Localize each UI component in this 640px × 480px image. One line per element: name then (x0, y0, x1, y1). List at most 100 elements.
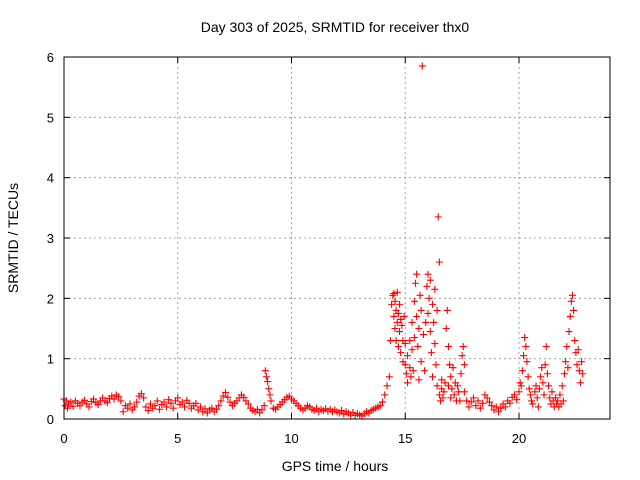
data-point (165, 396, 173, 404)
data-point (398, 321, 406, 329)
data-point (433, 306, 441, 314)
y-tick-label: 6 (47, 50, 54, 65)
data-point (94, 401, 102, 409)
data-point (402, 370, 410, 378)
data-point (240, 393, 248, 401)
x-axis-label: GPS time / hours (282, 458, 389, 474)
y-tick-label: 0 (47, 412, 54, 427)
data-point (151, 402, 159, 410)
data-point (454, 382, 462, 390)
data-point (413, 270, 421, 278)
data-point (548, 388, 556, 396)
data-point (467, 398, 475, 406)
data-point (392, 337, 400, 345)
data-point (185, 399, 193, 407)
data-point (578, 358, 586, 366)
data-point (540, 391, 548, 399)
data-point (424, 270, 432, 278)
data-point (222, 388, 230, 396)
data-point (538, 364, 546, 372)
data-point (253, 405, 261, 413)
data-point (430, 318, 438, 326)
data-point (434, 213, 442, 221)
data-points (60, 62, 587, 420)
data-point (457, 370, 465, 378)
data-point (441, 379, 449, 387)
data-point (458, 352, 466, 360)
data-point (474, 397, 482, 405)
data-point (444, 382, 452, 390)
data-point (226, 398, 234, 406)
data-point (568, 291, 576, 299)
data-point (533, 394, 541, 402)
data-point (192, 399, 200, 407)
data-point (419, 331, 427, 339)
data-point (146, 400, 154, 408)
data-point (531, 388, 539, 396)
data-point (397, 349, 405, 357)
data-point (404, 352, 412, 360)
data-point (472, 402, 480, 410)
data-point (542, 343, 550, 351)
data-point (133, 398, 141, 406)
data-point (559, 397, 567, 405)
data-point (563, 343, 571, 351)
data-point (523, 358, 531, 366)
data-point (460, 361, 468, 369)
data-point (167, 399, 175, 407)
data-point (267, 397, 275, 405)
data-point (443, 306, 451, 314)
data-point (174, 394, 182, 402)
data-point (103, 399, 111, 407)
data-point (140, 394, 148, 402)
data-point (80, 396, 88, 404)
data-point (447, 394, 455, 402)
data-point (465, 403, 473, 411)
data-point (338, 407, 346, 415)
data-point (438, 376, 446, 384)
data-point (208, 404, 216, 412)
data-point (389, 291, 397, 299)
data-point (390, 290, 398, 298)
data-point (483, 394, 491, 402)
data-point (561, 370, 568, 378)
data-point (431, 340, 439, 348)
data-point (446, 361, 454, 369)
data-point (408, 346, 416, 354)
data-point (442, 325, 450, 332)
data-point (409, 367, 417, 375)
data-point (394, 343, 402, 351)
y-tick-label: 1 (47, 352, 54, 367)
data-point (178, 398, 186, 406)
x-tick-label: 10 (284, 431, 298, 446)
data-point (579, 370, 587, 378)
data-point (525, 385, 533, 393)
data-point (564, 364, 572, 372)
data-point (470, 394, 477, 402)
data-point (447, 373, 455, 381)
data-point (421, 367, 429, 375)
data-point (413, 312, 421, 320)
data-point (425, 294, 433, 302)
data-point (119, 408, 127, 416)
data-point (390, 312, 398, 320)
data-point (110, 395, 118, 403)
data-point (401, 361, 409, 369)
data-point (396, 328, 404, 336)
data-point (137, 390, 145, 398)
data-point (265, 385, 273, 393)
x-tick-label: 0 (60, 431, 67, 446)
data-point (440, 388, 448, 396)
data-point (411, 279, 419, 287)
data-point (379, 398, 386, 406)
data-point (543, 370, 551, 378)
data-point (517, 382, 525, 390)
data-point (435, 258, 443, 266)
data-point (400, 312, 408, 320)
data-point (85, 403, 93, 411)
data-point (266, 391, 274, 399)
data-point (570, 306, 578, 314)
data-point (313, 404, 321, 412)
data-point (433, 382, 441, 390)
data-point (522, 343, 530, 351)
